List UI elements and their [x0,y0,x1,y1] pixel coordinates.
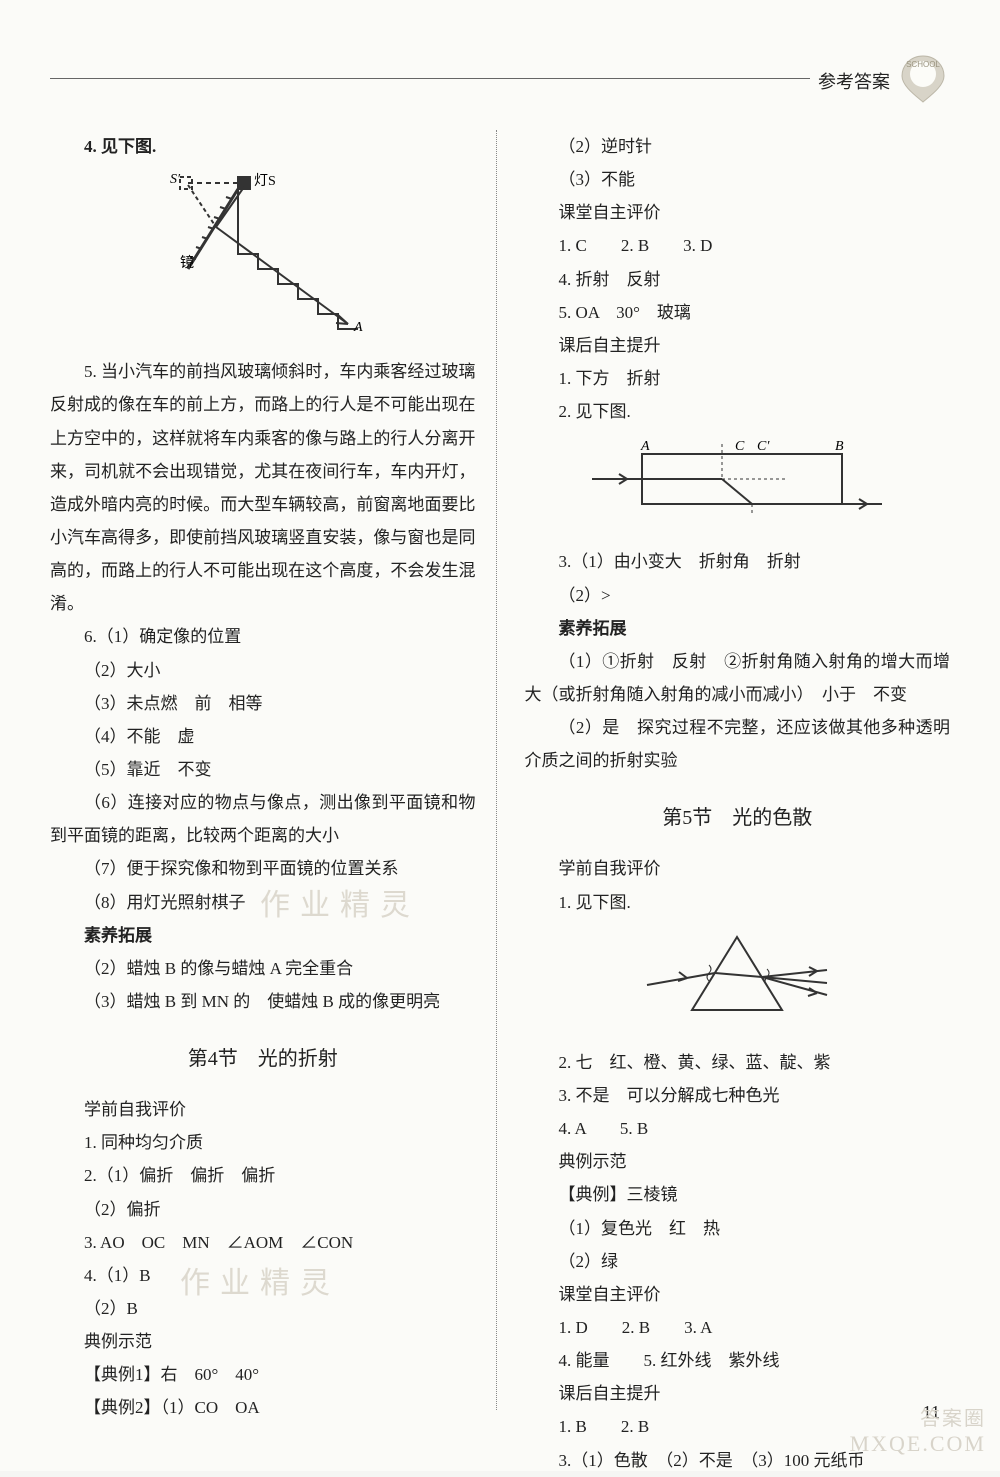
pre5: 学前自我评价 [525,852,951,885]
figure-prism [525,925,951,1036]
figure-refraction-slab: A C C′ B [525,434,951,535]
q6-2: （2）大小 [50,654,476,687]
s4-2b: （2）偏折 [50,1193,476,1226]
right-column: （2）逆时针 （3）不能 课堂自主评价 1. C 2. B 3. D 4. 折射… [521,130,951,1410]
kh-2: 2. 见下图. [525,395,951,428]
footer-watermark-2: MXQE.COM [850,1431,986,1457]
kt-label: 课堂自主评价 [525,196,951,229]
kh-label: 课后自主提升 [525,329,951,362]
q6-7: （7）便于探究像和物到平面镜的位置关系 [50,852,476,885]
dl5-a: 【典例】三棱镜 [525,1178,951,1211]
section-4-title: 第4节 光的折射 [50,1040,476,1079]
svg-text:镜: 镜 [180,255,194,271]
page: 参考答案 SCHOOL 作业精灵 作业精灵 4. 见下图. [0,0,1000,1471]
header-rule [50,78,810,79]
q4-lead: 4. 见下图. [50,130,476,163]
school-badge-icon: SCHOOL [896,50,950,104]
suyang-right-title: 素养拓展 [525,612,951,645]
suyang-left-3: （3）蜡烛 B 到 MN 的 使蜡烛 B 成的像更明亮 [50,985,476,1018]
left-column: 4. 见下图. [50,130,497,1410]
badge-text: SCHOOL [906,60,940,69]
figure-mirror-diagram: S′ 灯S 镜 A [50,169,476,345]
s4-4: 4.（1）B [50,1259,476,1292]
s4-2: 2.（1）偏折 偏折 偏折 [50,1159,476,1192]
r-3: （3）不能 [525,163,951,196]
s5-3: 3. 不是 可以分解成七种色光 [525,1079,951,1112]
svg-text:灯S: 灯S [254,173,276,189]
dl2: 【典例2】（1）CO OA [50,1391,476,1424]
section-title: 参考答案 [818,68,890,94]
q5-text: 5. 当小汽车的前挡风玻璃倾斜时，车内乘客经过玻璃反射成的像在车的前上方，而路上… [50,355,476,620]
suyang-left-2: （2）蜡烛 B 的像与蜡烛 A 完全重合 [50,952,476,985]
r3q2: （2）> [525,579,951,612]
q6-8: （8）用灯光照射棋子 [50,886,476,919]
dl5: 典例示范 [525,1145,951,1178]
kt-4: 4. 折射 反射 [525,263,951,296]
r3q: 3.（1）由小变大 折射角 折射 [525,545,951,578]
suyang-left-title: 素养拓展 [50,919,476,952]
pre-eval-4: 学前自我评价 [50,1093,476,1126]
kh-1: 1. 下方 折射 [525,362,951,395]
svg-text:S′: S′ [170,172,181,187]
s5-4: 4. A 5. B [525,1112,951,1145]
kt-5: 5. OA 30° 玻璃 [525,296,951,329]
q6-5: （5）靠近 不变 [50,753,476,786]
dl-label: 典例示范 [50,1325,476,1358]
q6-3: （3）未点燃 前 相等 [50,687,476,720]
s5-2: 2. 七 红、橙、黄、绿、蓝、靛、紫 [525,1046,951,1079]
section-5-title: 第5节 光的色散 [525,799,951,838]
footer-watermark-1: 答案圈 [920,1402,986,1431]
s4-1: 1. 同种均匀介质 [50,1126,476,1159]
kt5-4: 4. 能量 5. 红外线 紫外线 [525,1344,951,1377]
sy-r2: （2）是 探究过程不完整，还应该做其他多种透明介质之间的折射实验 [525,711,951,777]
s4-4b: （2）B [50,1292,476,1325]
s4-3: 3. AO OC MN ∠AOM ∠CON [50,1226,476,1259]
kt5: 课堂自主评价 [525,1278,951,1311]
svg-text:C′: C′ [757,439,770,454]
svg-text:A: A [640,439,650,454]
dl1: 【典例1】右 60° 40° [50,1358,476,1391]
sy-r1: （1）①折射 反射 ②折射角随入射角的增大而增大（或折射角随入射角的减小而减小）… [525,645,951,711]
kh5: 课后自主提升 [525,1377,951,1410]
kt5-row: 1. D 2. B 3. A [525,1311,951,1344]
q6-4: （4）不能 虚 [50,720,476,753]
dl5-b: （1）复色光 红 热 [525,1212,951,1245]
r-2: （2）逆时针 [525,130,951,163]
dl5-c: （2）绿 [525,1245,951,1278]
q6-6: （6）连接对应的物点与像点，测出像到平面镜和物到平面镜的距离，比较两个距离的大小 [50,786,476,852]
s5-1: 1. 见下图. [525,886,951,919]
svg-text:C: C [735,439,745,454]
svg-text:B: B [835,439,844,454]
page-header: 参考答案 SCHOOL [50,50,950,110]
q6-1: 6.（1）确定像的位置 [50,620,476,653]
content-columns: 4. 见下图. [50,130,950,1410]
kt-row1: 1. C 2. B 3. D [525,229,951,262]
svg-text:A: A [353,320,363,334]
